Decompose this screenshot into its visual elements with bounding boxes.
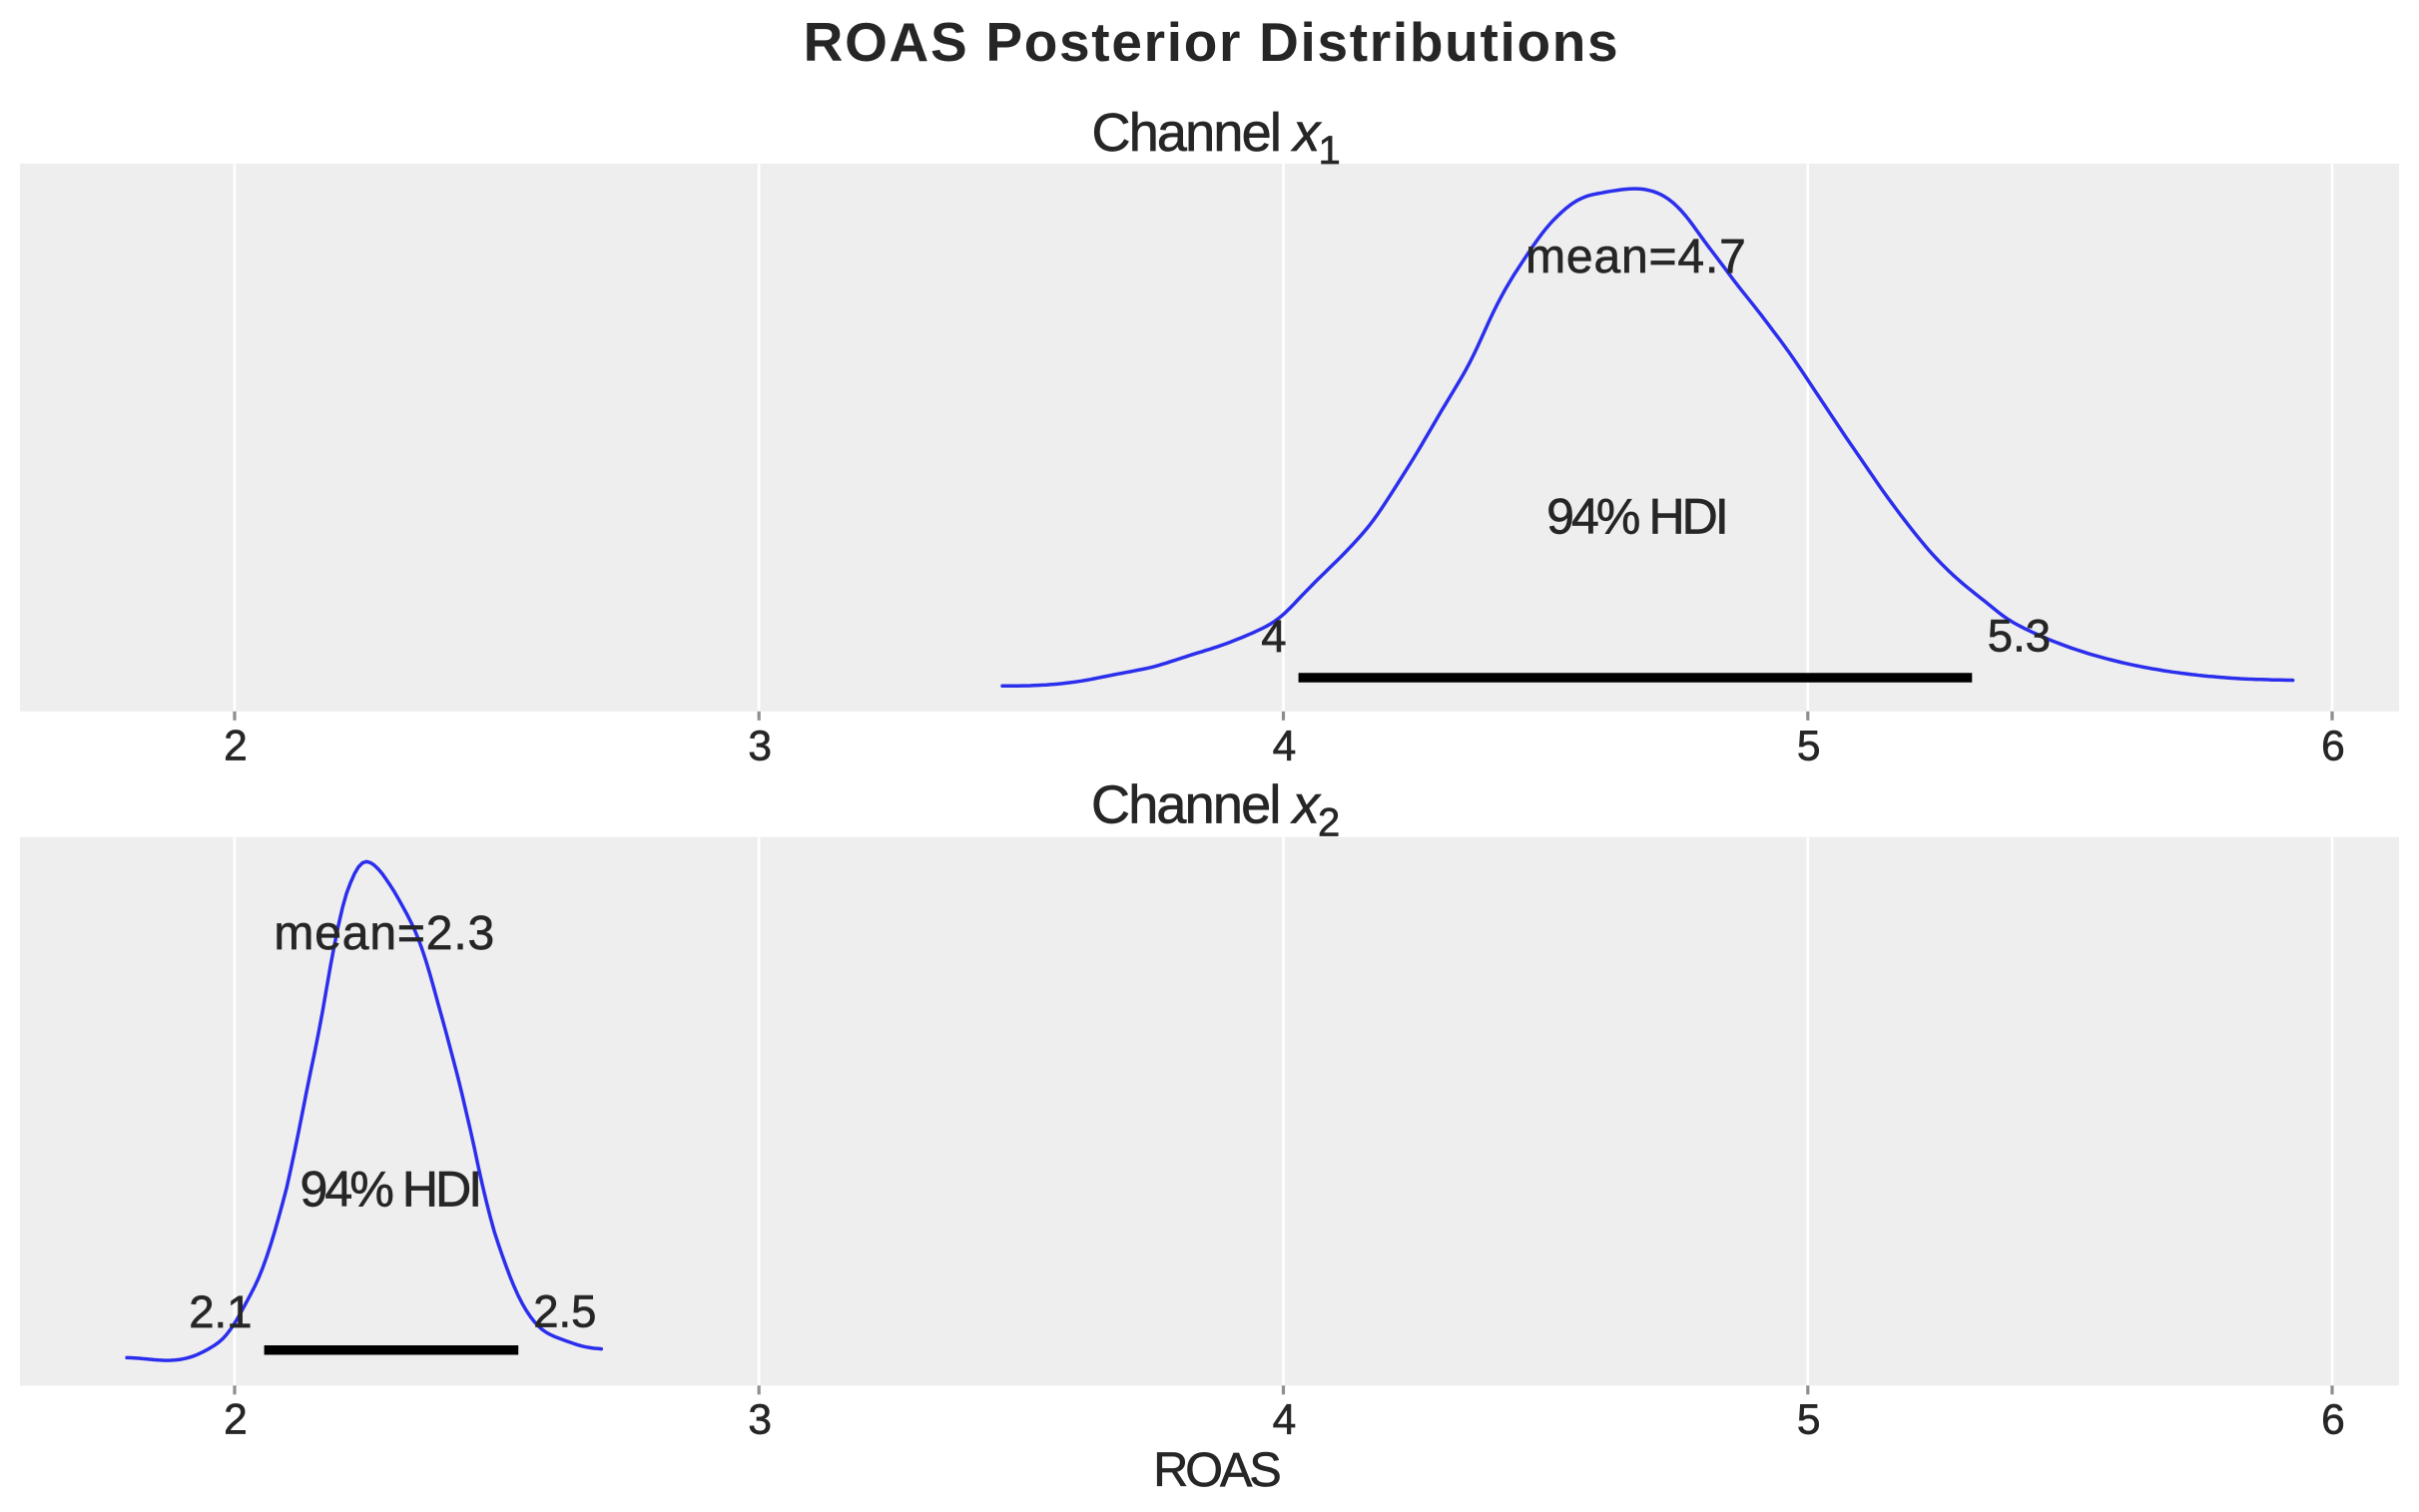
svg-text:Channel x2: Channel x2 (1091, 775, 1339, 845)
svg-text:94% HDI: 94% HDI (301, 1162, 480, 1218)
svg-text:4: 4 (1273, 1397, 1297, 1444)
svg-text:2.1: 2.1 (189, 1286, 252, 1337)
svg-text:6: 6 (2321, 1397, 2345, 1444)
svg-text:ROAS: ROAS (1153, 1443, 1280, 1497)
svg-text:2.5: 2.5 (533, 1285, 596, 1336)
svg-text:ROAS Posterior Distributions: ROAS Posterior Distributions (804, 11, 1620, 73)
svg-text:6: 6 (2321, 724, 2345, 770)
svg-text:2: 2 (224, 1397, 248, 1444)
svg-text:4: 4 (1273, 724, 1297, 770)
svg-text:94% HDI: 94% HDI (1546, 489, 1726, 545)
svg-text:5.3: 5.3 (1988, 611, 2051, 662)
svg-text:3: 3 (748, 724, 772, 770)
svg-text:mean=2.3: mean=2.3 (274, 907, 495, 960)
svg-text:4: 4 (1261, 611, 1286, 662)
svg-text:2: 2 (224, 724, 248, 770)
svg-text:mean=4.7: mean=4.7 (1525, 231, 1747, 283)
svg-text:5: 5 (1797, 1397, 1821, 1444)
svg-text:Channel x1: Channel x1 (1092, 103, 1340, 173)
svg-text:3: 3 (748, 1397, 772, 1444)
svg-text:5: 5 (1797, 724, 1821, 770)
